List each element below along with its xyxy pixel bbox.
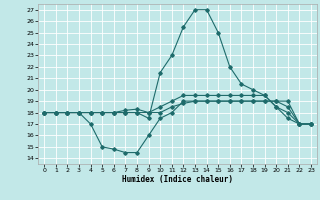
X-axis label: Humidex (Indice chaleur): Humidex (Indice chaleur) — [122, 175, 233, 184]
